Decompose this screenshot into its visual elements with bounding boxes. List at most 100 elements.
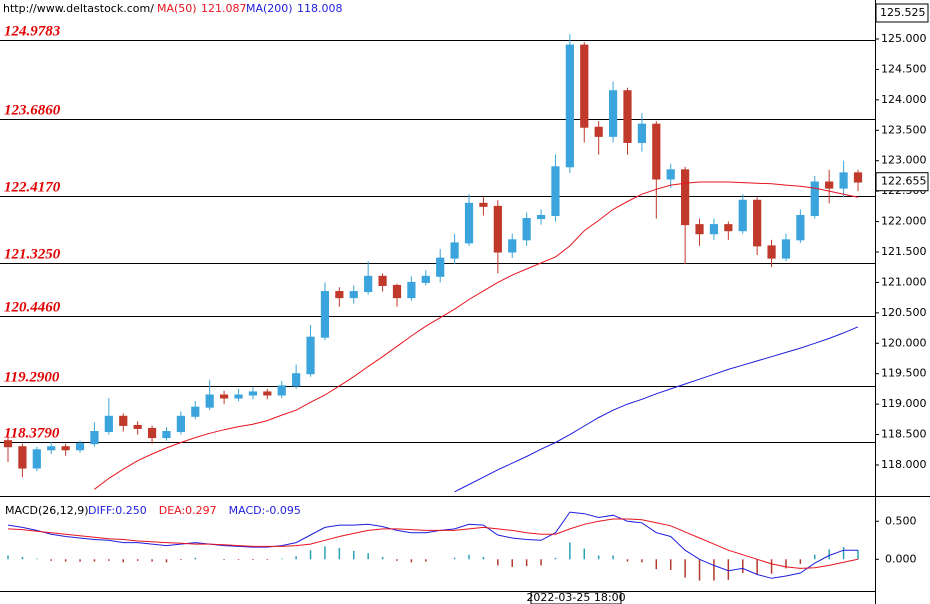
y-tick-label: 121.000: [881, 275, 927, 288]
y-tick-label: 124.000: [881, 93, 927, 106]
candle-body: [508, 239, 517, 253]
ma-line: [454, 326, 859, 493]
time-label: 2022-03-25 18:00: [526, 591, 625, 604]
candle-body: [104, 415, 113, 433]
candle-body: [75, 443, 85, 451]
candle-body: [825, 181, 834, 189]
candle-body: [335, 291, 344, 299]
candle-body: [580, 44, 589, 128]
y-tick-label: 122.000: [881, 215, 927, 228]
ma-line: [94, 181, 859, 490]
candle-body: [61, 446, 70, 451]
y-tick-label: 119.500: [881, 367, 927, 380]
level-label: 119.2900: [4, 370, 60, 386]
candle-body: [767, 245, 776, 259]
y-tick-label: 123.000: [881, 154, 927, 167]
candle-body: [205, 394, 214, 408]
candle-body: [133, 424, 142, 429]
candle-body: [162, 431, 171, 439]
candle-body: [608, 90, 618, 137]
candle-body: [652, 123, 661, 180]
candle-body: [695, 224, 704, 235]
candle-body: [709, 224, 719, 235]
top-price: 125.525: [880, 6, 926, 19]
candle-body: [623, 90, 632, 143]
candle-body: [220, 394, 229, 399]
macd-readout: DIFF:0.250: [88, 504, 147, 517]
level-label: 120.4460: [4, 300, 61, 316]
candle-body: [810, 181, 819, 216]
candle-body: [421, 275, 430, 283]
y-tick-label: 124.500: [881, 62, 927, 75]
candle-body: [349, 291, 358, 299]
last-price-box: [875, 172, 929, 192]
candle-body: [147, 427, 157, 439]
candle-body: [277, 385, 286, 396]
candle-body: [320, 291, 330, 338]
candle-body: [47, 446, 56, 451]
y-tick-label: 120.000: [881, 336, 927, 349]
candle-body: [378, 275, 387, 286]
candle-body: [392, 284, 402, 299]
candle-body: [753, 199, 762, 247]
candle-body: [18, 446, 27, 469]
y-tick-label: 120.500: [881, 306, 927, 319]
candle-body: [263, 391, 272, 396]
candle-body: [565, 44, 574, 168]
y-tick-label: 119.000: [881, 397, 927, 410]
candle-body: [681, 169, 690, 226]
ma50-label: MA(50): [157, 2, 197, 15]
candle-body: [493, 205, 502, 253]
candle-body: [436, 257, 445, 277]
candle-body: [796, 214, 805, 241]
macd-y-tick-label: 0.000: [885, 552, 917, 565]
candle-body: [191, 406, 200, 417]
level-label: 124.9783: [4, 24, 61, 40]
level-label: 123.6860: [4, 103, 61, 119]
y-tick-label: 118.500: [881, 428, 927, 441]
macd-title: MACD(26,12,9): [5, 504, 89, 517]
ma200-label: MA(200): [246, 2, 293, 15]
last-price: 122.655: [881, 175, 927, 188]
candle-body: [407, 281, 416, 299]
candle-body: [364, 275, 373, 293]
candle-body: [90, 431, 99, 445]
candle-body: [738, 199, 747, 232]
candle-body: [781, 239, 791, 259]
candle-body: [176, 415, 185, 433]
level-label: 118.3790: [4, 426, 60, 442]
candle-body: [234, 394, 243, 399]
candle-body: [248, 391, 258, 396]
candle-body: [522, 218, 531, 241]
candle-body: [119, 415, 128, 426]
ma50-value: 121.087: [201, 2, 247, 15]
candle-body: [450, 242, 459, 259]
y-tick-label: 123.500: [881, 123, 927, 136]
candle-body: [853, 172, 863, 183]
candle-body: [594, 126, 603, 137]
level-label: 122.4170: [4, 180, 61, 196]
macd-dea-line: [7, 518, 859, 569]
candle-body: [551, 166, 560, 216]
ma200-value: 118.008: [297, 2, 343, 15]
macd-diff-line: [7, 511, 858, 579]
candle-body: [292, 373, 301, 387]
y-tick-label: 125.000: [881, 32, 927, 45]
candle-body: [724, 224, 733, 232]
candle-body: [479, 202, 488, 207]
macd-readout: DEA:0.297: [159, 504, 217, 517]
candle-body: [637, 123, 647, 143]
y-tick-label: 121.500: [881, 245, 927, 258]
candle-body: [536, 214, 546, 220]
candle-body: [666, 169, 675, 180]
candle-body: [306, 336, 315, 375]
candle-body: [32, 449, 41, 469]
macd-readout: MACD:-0.095: [229, 504, 301, 517]
level-label: 121.3250: [4, 247, 61, 263]
candle-body: [3, 440, 13, 448]
candle-body: [464, 202, 474, 244]
y-tick-label: 118.000: [881, 458, 927, 471]
time-label-box: [530, 591, 622, 604]
